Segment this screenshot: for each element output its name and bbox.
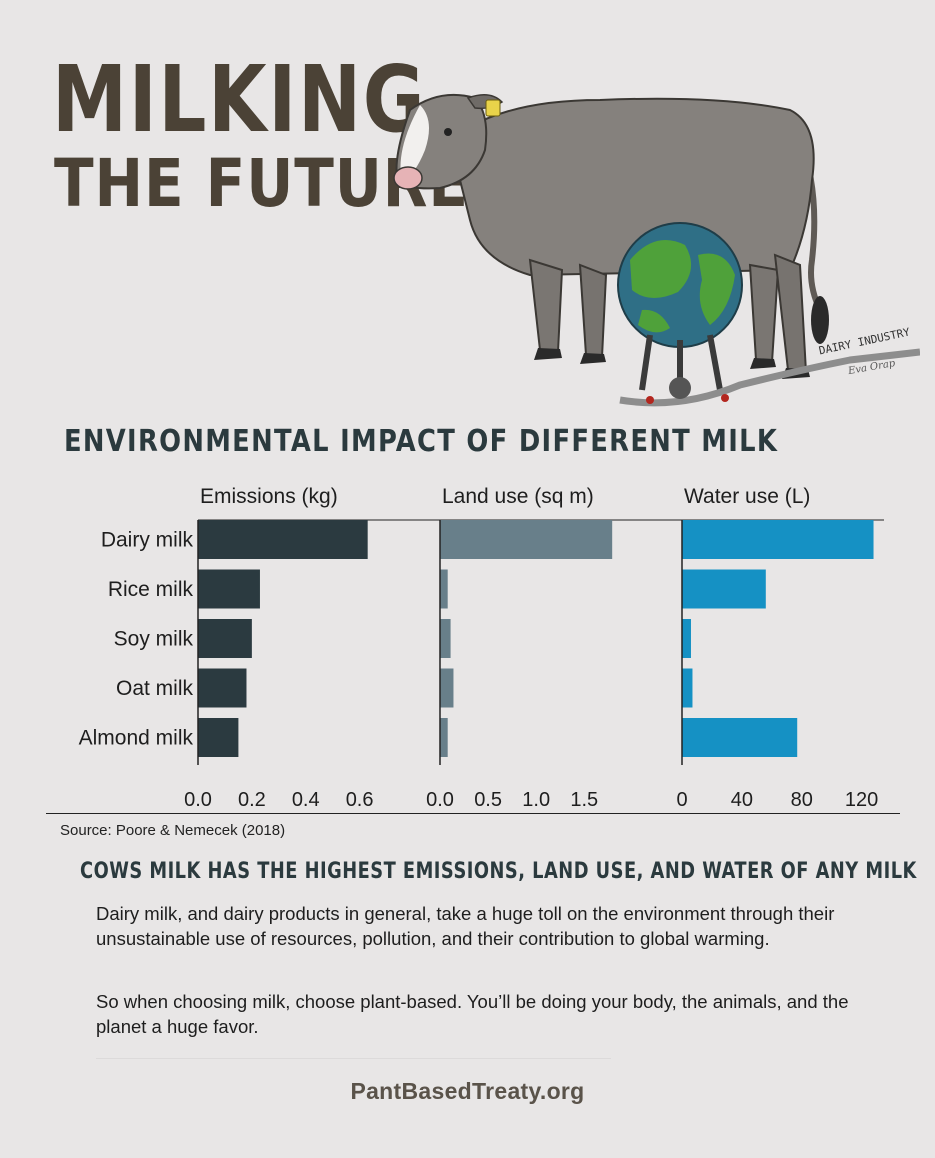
source-note: Source: Poore & Nemecek (2018) xyxy=(60,822,286,839)
category-label-0: Dairy milk xyxy=(101,529,194,552)
bar-2-1 xyxy=(682,569,766,609)
bar-0-2 xyxy=(198,619,252,658)
footer-website: PantBasedTreaty.org xyxy=(350,1078,585,1104)
tick-label-1-1: 0.5 xyxy=(474,789,502,811)
bar-2-3 xyxy=(682,668,693,708)
panel-title-1: Land use (sq m) xyxy=(442,485,594,508)
title-line-1: MILKING xyxy=(52,46,427,153)
bar-1-0 xyxy=(440,520,613,559)
bar-0-1 xyxy=(198,569,260,609)
faint-rule xyxy=(96,1058,611,1059)
chart-divider xyxy=(46,813,900,814)
paragraph-1: Dairy milk, and dairy products in genera… xyxy=(96,903,835,949)
bar-2-4 xyxy=(682,718,798,757)
bar-2-0 xyxy=(682,520,874,559)
category-label-3: Oat milk xyxy=(116,677,194,700)
bar-0-4 xyxy=(198,718,239,757)
chart-title: ENVIRONMENTAL IMPACT OF DIFFERENT MILK xyxy=(64,424,779,459)
bar-1-2 xyxy=(440,619,451,658)
tick-label-2-3: 120 xyxy=(845,789,878,811)
tick-label-1-2: 1.0 xyxy=(522,789,550,811)
category-label-2: Soy milk xyxy=(114,628,194,651)
tick-label-0-0: 0.0 xyxy=(184,789,212,811)
tick-label-0-2: 0.4 xyxy=(292,789,320,811)
bar-2-2 xyxy=(682,619,691,658)
category-label-1: Rice milk xyxy=(108,578,194,601)
tick-label-0-3: 0.6 xyxy=(346,789,374,811)
tick-label-0-1: 0.2 xyxy=(238,789,266,811)
milk-impact-chart: Dairy milk Rice milk Soy milk Oat milk Almon… xyxy=(79,485,884,811)
bar-0-0 xyxy=(198,520,368,559)
tick-label-1-3: 1.5 xyxy=(570,789,598,811)
tick-label-2-2: 80 xyxy=(791,789,813,811)
category-label-4: Almond milk xyxy=(79,727,194,750)
bar-1-3 xyxy=(440,668,454,708)
cow-illustration xyxy=(393,93,920,407)
bar-1-4 xyxy=(440,718,448,757)
tick-label-1-0: 0.0 xyxy=(426,789,454,811)
panel-title-0: Emissions (kg) xyxy=(200,485,338,508)
headline: COWS MILK HAS THE HIGHEST EMISSIONS, LAN… xyxy=(80,859,917,884)
tick-label-2-1: 40 xyxy=(731,789,753,811)
bar-0-3 xyxy=(198,668,247,708)
panel-title-2: Water use (L) xyxy=(684,485,810,508)
tick-label-2-0: 0 xyxy=(676,789,687,811)
paragraph-2: So when choosing milk, choose plant-base… xyxy=(96,991,849,1037)
bar-1-1 xyxy=(440,569,448,609)
